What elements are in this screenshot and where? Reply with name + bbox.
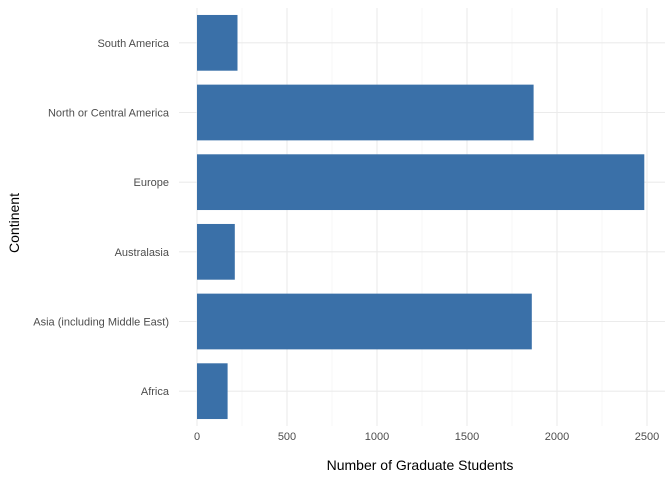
bar-south-america [197,14,238,71]
x-tick-label: 500 [278,431,296,443]
x-axis-title: Number of Graduate Students [327,457,514,473]
bar-europe [197,154,645,211]
y-tick-label: Australasia [115,247,170,259]
bar-australasia [197,223,235,280]
y-tick-label: North or Central America [48,108,170,120]
x-tick-label: 2000 [545,431,569,443]
y-tick-labels: Africa Asia (including Middle East) Austra… [33,38,170,398]
x-tick-label: 0 [194,431,200,443]
y-tick-label: Africa [141,386,170,398]
y-axis-title: Continent [6,193,22,253]
grid-lines [179,8,665,426]
y-tick-label: Asia (including Middle East) [33,317,169,329]
bar-north-or-central-america [197,84,534,141]
x-tick-label: 1500 [455,431,479,443]
bars [197,14,645,420]
x-tick-label: 2500 [635,431,659,443]
x-tick-labels: 0 500 1000 1500 2000 2500 [194,431,659,443]
y-tick-label: Europe [134,177,169,189]
x-tick-label: 1000 [365,431,389,443]
y-tick-label: South America [97,38,169,50]
bar-asia-including-middle-east [197,293,532,350]
bar-africa [197,363,228,420]
